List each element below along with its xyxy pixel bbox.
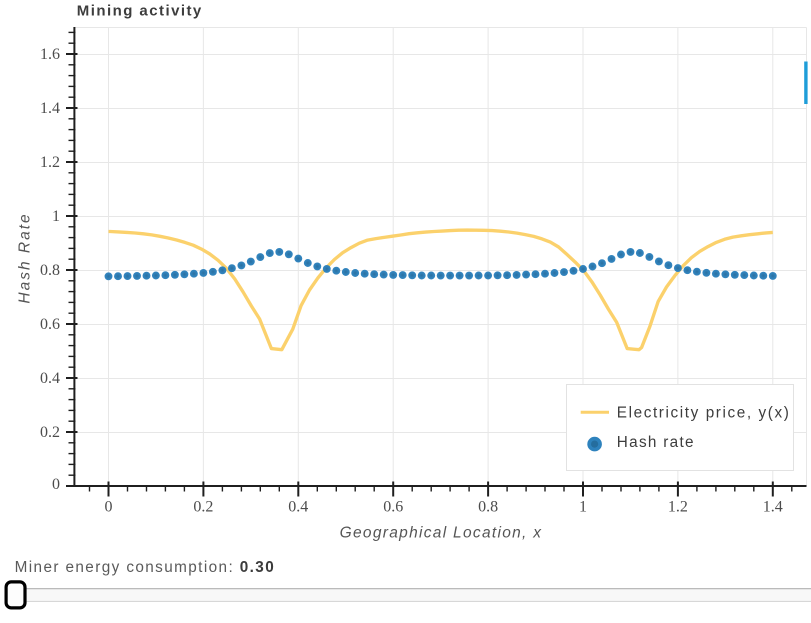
svg-text:1.4: 1.4 <box>40 100 60 117</box>
svg-text:1.2: 1.2 <box>668 498 688 515</box>
svg-text:0: 0 <box>52 476 60 493</box>
svg-text:Hash rate: Hash rate <box>617 434 695 451</box>
svg-text:0.4: 0.4 <box>40 370 60 387</box>
svg-text:0.2: 0.2 <box>40 424 60 441</box>
svg-text:Miner energy consumption: 0.30: Miner energy consumption: 0.30 <box>15 559 276 576</box>
svg-text:1: 1 <box>579 498 587 515</box>
svg-text:1: 1 <box>52 208 60 225</box>
svg-text:0.6: 0.6 <box>40 316 60 333</box>
svg-text:0.8: 0.8 <box>478 498 498 515</box>
svg-text:0.2: 0.2 <box>193 498 213 515</box>
svg-text:0: 0 <box>105 498 113 515</box>
svg-text:1.2: 1.2 <box>40 154 60 171</box>
svg-text:Hash Rate: Hash Rate <box>17 212 34 303</box>
svg-text:Electricity price, y(x): Electricity price, y(x) <box>617 404 791 421</box>
svg-text:0.8: 0.8 <box>40 262 60 279</box>
svg-text:0.6: 0.6 <box>383 498 403 515</box>
svg-text:0.4: 0.4 <box>288 498 308 515</box>
svg-text:1.6: 1.6 <box>40 46 60 63</box>
svg-text:Geographical Location, x: Geographical Location, x <box>340 524 543 541</box>
svg-text:Mining activity: Mining activity <box>77 2 203 19</box>
svg-text:1.4: 1.4 <box>763 498 783 515</box>
